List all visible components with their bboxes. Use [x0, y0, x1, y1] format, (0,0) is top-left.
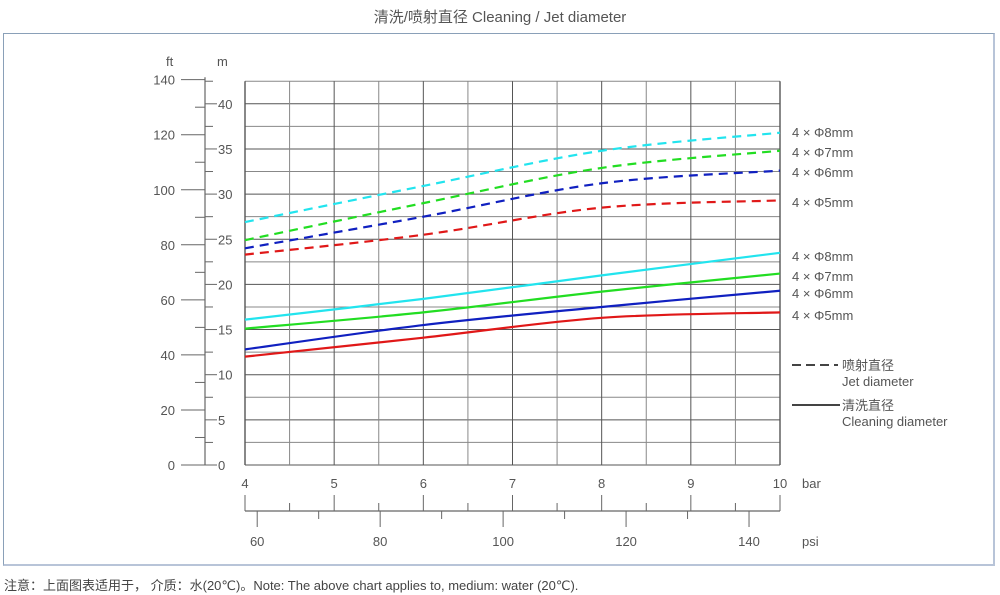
- m-axis-tick-label: 15: [218, 323, 232, 338]
- bar-axis-tick-label: 4: [241, 476, 248, 491]
- series-label-cleaning-47mm: 4 × Φ7mm: [792, 269, 853, 284]
- m-axis-tick-label: 5: [218, 413, 225, 428]
- series-label-jet-45mm: 4 × Φ5mm: [792, 195, 853, 210]
- m-axis-tick-label: 10: [218, 368, 232, 383]
- ft-axis-tick-label: 0: [168, 458, 175, 473]
- plot-grid: [244, 80, 781, 466]
- x-axes: 4 5 6 7 8 9 10 bar 60 80 100 120 140 psi: [241, 476, 821, 549]
- bar-axis-tick-label: 8: [598, 476, 605, 491]
- bar-axis-tick-label: 9: [687, 476, 694, 491]
- legend-jet-en: Jet diameter: [842, 374, 914, 389]
- series-cleaning-47mm: [244, 272, 781, 330]
- ft-axis-tick-label: 80: [161, 238, 175, 253]
- bar-axis-unit: bar: [802, 476, 821, 491]
- ft-axis-tick-label: 120: [153, 128, 175, 143]
- series-jet-48mm: [244, 131, 781, 224]
- series-labels: 4 × Φ8mm 4 × Φ7mm 4 × Φ6mm 4 × Φ5mm 4 × Φ8mm…: [792, 125, 853, 323]
- psi-axis-tick-label: 120: [615, 534, 637, 549]
- m-axis-tick-label: 35: [218, 142, 232, 157]
- psi-axis-tick-label: 140: [738, 534, 760, 549]
- psi-axis-unit: psi: [802, 534, 819, 549]
- m-axis-tick-label: 40: [218, 97, 232, 112]
- series-label-jet-48mm: 4 × Φ8mm: [792, 125, 853, 140]
- series-label-cleaning-48mm: 4 × Φ8mm: [792, 249, 853, 264]
- line-style-legend: 喷射直径 Jet diameter 清洗直径 Cleaning diameter: [792, 358, 948, 429]
- series-label-jet-46mm: 4 × Φ6mm: [792, 165, 853, 180]
- ft-axis-unit: ft: [166, 54, 174, 69]
- footer-note: 注意：上面图表适用于， 介质：水(20℃)。Note: The above ch…: [4, 578, 579, 593]
- series-jet-45mm: [244, 199, 781, 256]
- ft-axis-tick-label: 60: [161, 293, 175, 308]
- m-axis-tick-label: 25: [218, 232, 232, 247]
- bar-axis-tick-label: 10: [773, 476, 787, 491]
- ft-axis-tick-label: 140: [153, 73, 175, 88]
- legend-jet-zh: 喷射直径: [842, 358, 894, 373]
- chart-title: 清洗/喷射直径 Cleaning / Jet diameter: [373, 9, 627, 26]
- bar-axis-tick-label: 6: [420, 476, 427, 491]
- series-jet-46mm: [244, 169, 781, 250]
- psi-axis-tick-label: 60: [250, 534, 264, 549]
- series-jet-47mm: [244, 149, 781, 242]
- ft-axis-tick-label: 40: [161, 348, 175, 363]
- series-label-cleaning-46mm: 4 × Φ6mm: [792, 286, 853, 301]
- series-label-jet-47mm: 4 × Φ7mm: [792, 145, 853, 160]
- m-axis-tick-label: 0: [218, 458, 225, 473]
- series-cleaning-45mm: [244, 311, 781, 358]
- series-label-cleaning-45mm: 4 × Φ5mm: [792, 308, 853, 323]
- legend-cleaning-en: Cleaning diameter: [842, 414, 948, 429]
- y-axes: 0 5 10 15 20 25 30 35 40 m 0 20 40 60 80 100 120 140 ft: [153, 54, 232, 473]
- psi-axis-tick-label: 100: [492, 534, 514, 549]
- data-series: [244, 131, 781, 358]
- series-cleaning-46mm: [244, 289, 781, 351]
- bar-axis-tick-label: 7: [509, 476, 516, 491]
- m-axis-tick-label: 30: [218, 187, 232, 202]
- m-axis-tick-label: 20: [218, 277, 232, 292]
- psi-axis-tick-label: 80: [373, 534, 387, 549]
- m-axis-unit: m: [217, 54, 228, 69]
- series-cleaning-48mm: [244, 251, 781, 321]
- legend-cleaning-zh: 清洗直径: [842, 398, 894, 413]
- bar-axis-tick-label: 5: [331, 476, 338, 491]
- ft-axis-tick-label: 100: [153, 183, 175, 198]
- ft-axis-tick-label: 20: [161, 403, 175, 418]
- chart-frame: [3, 33, 995, 566]
